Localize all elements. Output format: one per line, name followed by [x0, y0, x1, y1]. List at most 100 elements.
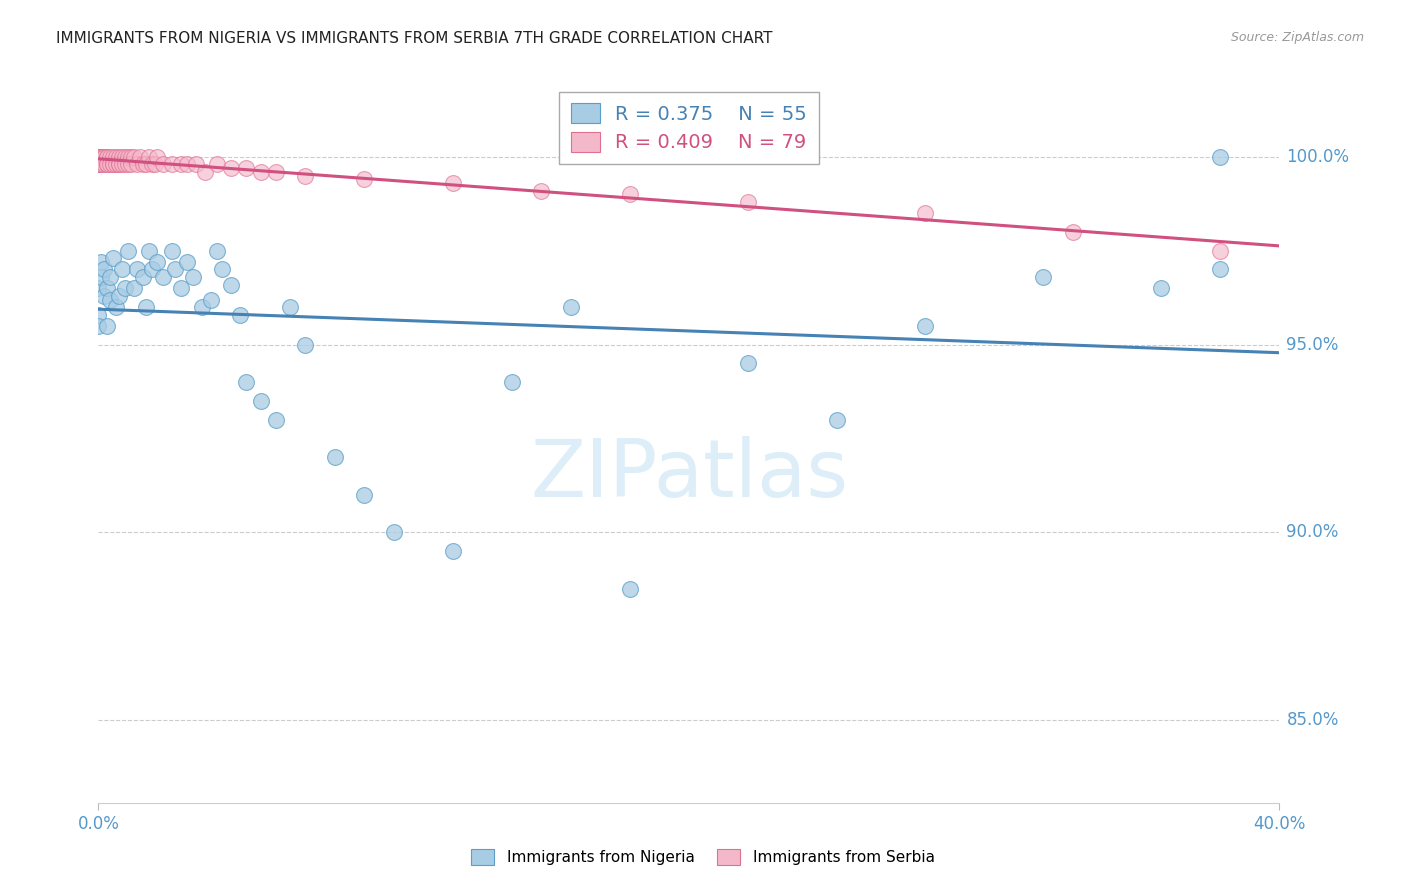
Point [117, 157, 139, 171]
Point [560, 300, 582, 314]
Point [105, 157, 128, 171]
Point [737, 356, 759, 370]
Point [211, 262, 233, 277]
Point [87, 150, 110, 164]
Point [1062, 225, 1084, 239]
Point [87, 150, 110, 164]
Point [120, 150, 142, 164]
Point [90, 255, 112, 269]
Point [235, 161, 257, 175]
Point [96, 150, 118, 164]
Point [135, 157, 157, 171]
Point [87, 150, 110, 164]
Point [146, 150, 169, 164]
Point [98, 150, 121, 164]
Point [441, 176, 464, 190]
Point [87, 157, 110, 171]
Point [96, 281, 118, 295]
Point [98, 157, 121, 171]
Point [103, 150, 125, 164]
Point [165, 262, 187, 277]
Point [146, 255, 169, 269]
Point [135, 300, 157, 314]
Point [87, 150, 110, 164]
Point [87, 150, 110, 164]
Point [90, 150, 112, 164]
Point [141, 262, 163, 277]
Point [93, 157, 115, 171]
Point [530, 184, 553, 198]
Text: IMMIGRANTS FROM NIGERIA VS IMMIGRANTS FROM SERBIA 7TH GRADE CORRELATION CHART: IMMIGRANTS FROM NIGERIA VS IMMIGRANTS FR… [56, 31, 773, 46]
Point [122, 150, 145, 164]
Point [125, 157, 148, 171]
Point [87, 150, 110, 164]
Point [90, 150, 112, 164]
Point [87, 150, 110, 164]
Point [108, 150, 131, 164]
Point [278, 300, 302, 314]
Point [93, 150, 115, 164]
Point [191, 300, 214, 314]
Point [87, 150, 110, 164]
Point [737, 194, 759, 209]
Text: 90.0%: 90.0% [1286, 524, 1339, 541]
Text: Source: ZipAtlas.com: Source: ZipAtlas.com [1230, 31, 1364, 45]
Point [128, 150, 150, 164]
Point [353, 172, 375, 186]
Point [96, 157, 118, 171]
Text: ZIPatlas: ZIPatlas [530, 435, 848, 514]
Point [90, 150, 112, 164]
Point [87, 150, 110, 164]
Point [619, 582, 641, 596]
Point [176, 255, 198, 269]
Point [1209, 262, 1232, 277]
Point [93, 150, 115, 164]
Point [90, 157, 112, 171]
Point [914, 206, 936, 220]
Point [87, 318, 110, 333]
Point [105, 300, 128, 314]
Point [1209, 244, 1232, 258]
Point [103, 157, 125, 171]
Point [87, 150, 110, 164]
Point [250, 393, 273, 408]
Point [96, 157, 118, 171]
Point [132, 270, 155, 285]
Point [87, 281, 110, 295]
Point [141, 157, 163, 171]
Point [294, 169, 316, 183]
Point [114, 157, 136, 171]
Point [250, 165, 273, 179]
Point [108, 157, 131, 171]
Point [170, 157, 193, 171]
Point [176, 157, 198, 171]
Point [87, 150, 110, 164]
Point [1150, 281, 1173, 295]
Point [219, 161, 242, 175]
Point [120, 157, 142, 171]
Legend: Immigrants from Nigeria, Immigrants from Serbia: Immigrants from Nigeria, Immigrants from… [465, 843, 941, 871]
Point [114, 281, 136, 295]
Point [294, 337, 316, 351]
Point [205, 157, 228, 171]
Point [87, 150, 110, 164]
Point [1032, 270, 1054, 285]
Point [194, 165, 217, 179]
Point [323, 450, 346, 465]
Point [108, 157, 131, 171]
Point [111, 150, 134, 164]
Point [138, 150, 160, 164]
Point [87, 150, 110, 164]
Point [87, 157, 110, 171]
Point [152, 157, 174, 171]
Text: 95.0%: 95.0% [1286, 335, 1339, 353]
Point [162, 244, 183, 258]
Point [264, 165, 287, 179]
Point [87, 157, 110, 171]
Point [353, 488, 375, 502]
Point [1209, 150, 1232, 164]
Point [90, 157, 112, 171]
Point [501, 375, 523, 389]
Point [96, 318, 118, 333]
Point [143, 157, 166, 171]
